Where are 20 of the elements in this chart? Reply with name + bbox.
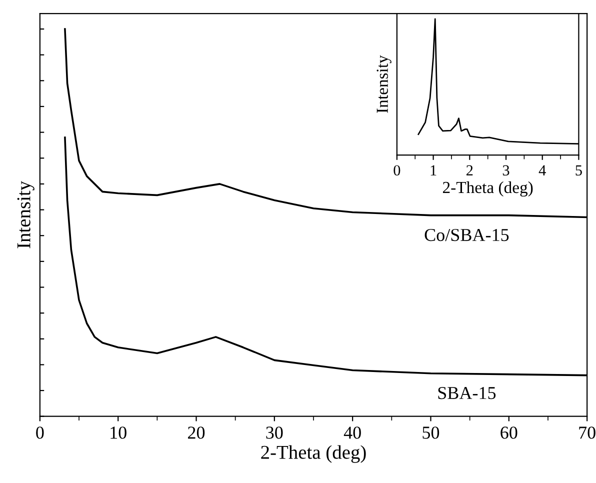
y-axis-title: Intensity bbox=[17, 180, 34, 248]
x-tick-label: 50 bbox=[422, 426, 440, 439]
x-axis-title: 2-Theta (deg) bbox=[442, 181, 533, 197]
x-tick-label: 3 bbox=[502, 165, 510, 176]
x-tick-label: 2 bbox=[466, 165, 473, 176]
x-tick-label: 0 bbox=[36, 426, 44, 439]
x-tick-label: 4 bbox=[538, 165, 546, 176]
series-label: SBA-15 bbox=[438, 386, 496, 400]
x-axis-title: 2-Theta (deg) bbox=[261, 445, 366, 463]
x-tick-label: 60 bbox=[500, 426, 518, 439]
x-tick-label: 70 bbox=[579, 426, 596, 439]
x-tick-label: 20 bbox=[188, 426, 205, 439]
x-tick-label: 30 bbox=[266, 426, 283, 439]
x-tick-label: 0 bbox=[394, 165, 400, 176]
x-tick-label: 40 bbox=[344, 426, 361, 439]
x-tick-label: 1 bbox=[430, 165, 436, 176]
x-tick-label: 10 bbox=[110, 426, 126, 439]
y-axis-title: Intensity bbox=[376, 55, 392, 113]
series-label: Co/SBA-15 bbox=[424, 228, 509, 242]
x-tick-label: 5 bbox=[576, 165, 582, 176]
